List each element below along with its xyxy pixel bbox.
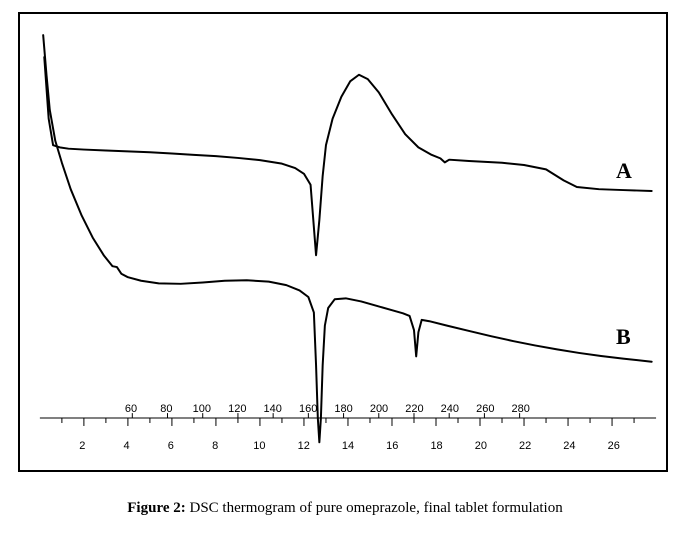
x-bottom-tick-label: 6 xyxy=(168,440,174,452)
x-bottom-tick-label: 14 xyxy=(342,440,354,452)
caption-text: DSC thermogram of pure omeprazole, final… xyxy=(186,500,563,516)
x-bottom-tick-label: 8 xyxy=(212,440,218,452)
x-top-tick-label: 220 xyxy=(405,403,423,415)
x-bottom-tick-label: 22 xyxy=(519,440,531,452)
x-top-tick-label: 180 xyxy=(334,403,352,415)
curve-b xyxy=(43,35,651,442)
x-top-tick-label: 160 xyxy=(299,403,317,415)
x-bottom-tick-label: 18 xyxy=(430,440,442,452)
x-bottom-tick-label: 2 xyxy=(79,440,85,452)
series-label-a: A xyxy=(616,158,632,184)
caption-prefix: Figure 2: xyxy=(127,500,185,516)
x-bottom-tick-label: 26 xyxy=(608,440,620,452)
x-bottom-tick-label: 4 xyxy=(124,440,130,452)
x-top-tick-label: 140 xyxy=(264,403,282,415)
x-top-tick-label: 260 xyxy=(476,403,494,415)
x-top-tick-label: 100 xyxy=(193,403,211,415)
x-top-tick-label: 60 xyxy=(125,403,137,415)
x-top-tick-label: 200 xyxy=(370,403,388,415)
x-top-tick-label: 240 xyxy=(441,403,459,415)
x-bottom-tick-label: 10 xyxy=(253,440,265,452)
x-top-tick-label: 280 xyxy=(512,403,530,415)
x-bottom-tick-label: 20 xyxy=(475,440,487,452)
curve-a xyxy=(44,57,651,255)
x-top-tick-label: 80 xyxy=(160,403,172,415)
x-bottom-tick-label: 12 xyxy=(298,440,310,452)
x-bottom-tick-label: 24 xyxy=(563,440,575,452)
x-top-tick-label: 120 xyxy=(228,403,246,415)
x-bottom-tick-label: 16 xyxy=(386,440,398,452)
series-label-b: B xyxy=(616,324,631,350)
figure-wrap: Figure 2: DSC thermogram of pure omepraz… xyxy=(0,0,690,537)
figure-caption: Figure 2: DSC thermogram of pure omepraz… xyxy=(0,500,690,517)
